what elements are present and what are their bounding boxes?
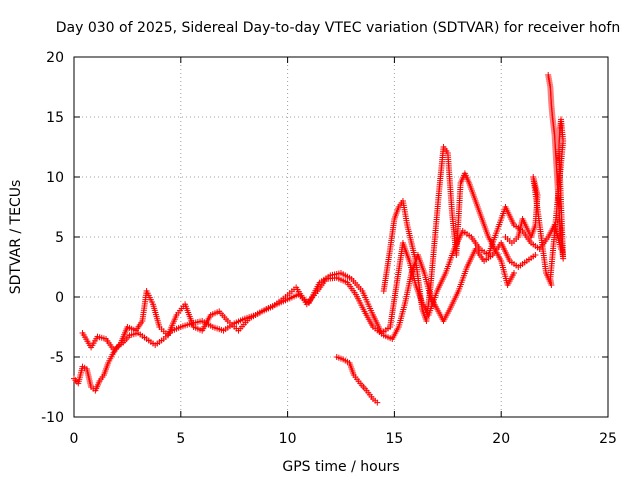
data-point xyxy=(511,270,518,276)
x-tick-label: 10 xyxy=(279,431,297,447)
series-track-e xyxy=(333,354,381,406)
chart-title: Day 030 of 2025, Sidereal Day-to-day VTE… xyxy=(56,20,620,36)
grid xyxy=(74,57,608,417)
series-track-b xyxy=(79,240,539,354)
x-tick-label: 15 xyxy=(385,431,403,447)
y-axis-label: SDTVAR / TECUs xyxy=(8,180,24,295)
axis-ticks: 0 5 10 15 20 25 -10 -5 0 5 10 15 20 xyxy=(41,50,617,447)
series-track-c xyxy=(380,144,518,324)
x-tick-label: 5 xyxy=(176,431,185,447)
x-axis-label: GPS time / hours xyxy=(282,459,399,475)
y-tick-label: 10 xyxy=(46,170,64,186)
series-track-d xyxy=(502,72,567,288)
data-points xyxy=(71,72,567,406)
data-point xyxy=(502,234,509,240)
y-tick-label: 5 xyxy=(55,230,64,246)
y-tick-label: 0 xyxy=(55,290,64,306)
y-tick-label: -5 xyxy=(50,350,64,366)
y-tick-label: 15 xyxy=(46,110,64,126)
data-point xyxy=(374,399,381,406)
data-point xyxy=(532,252,539,258)
y-tick-label: -10 xyxy=(41,410,64,426)
y-tick-label: 20 xyxy=(46,50,64,66)
x-tick-label: 25 xyxy=(599,431,617,447)
x-tick-label: 0 xyxy=(70,431,79,447)
x-tick-label: 20 xyxy=(492,431,510,447)
